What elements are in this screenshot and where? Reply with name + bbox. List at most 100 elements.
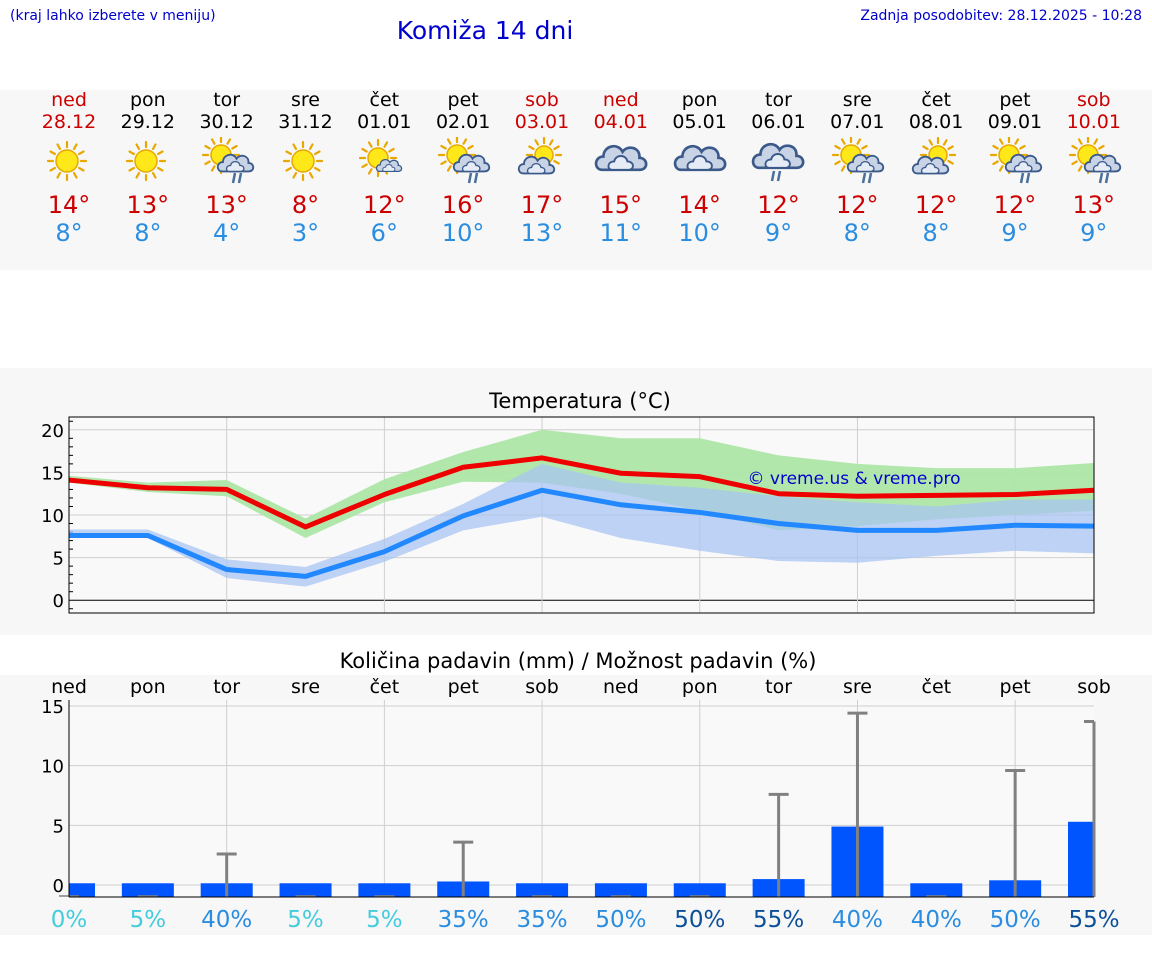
min-temperature: 10° <box>441 219 485 247</box>
day-name: tor <box>213 89 241 111</box>
max-temperature: 14° <box>47 191 91 219</box>
max-temperature: 13° <box>126 191 170 219</box>
max-temperature: 12° <box>914 191 958 219</box>
precipitation-probability: 50% <box>674 907 725 933</box>
sun-cloud-rain-icon <box>817 135 897 187</box>
max-temperature: 12° <box>836 191 879 219</box>
cloud-icon <box>660 137 740 187</box>
temperature-y-tick: 15 <box>41 463 64 484</box>
day-column: tor 06.01 12° 9° <box>738 89 818 247</box>
day-date: 06.01 <box>751 111 806 133</box>
precipitation-bar <box>279 883 332 897</box>
precipitation-probability: 35% <box>438 907 489 933</box>
precipitation-probability: 50% <box>595 907 646 933</box>
day-date: 28.12 <box>41 111 97 133</box>
day-column: čet 08.01 12° 8° <box>896 89 976 247</box>
day-column: pon 29.12 13° 8° <box>108 89 188 247</box>
day-name: sre <box>842 89 872 111</box>
day-name: pon <box>681 89 718 111</box>
day-date: 07.01 <box>830 111 885 133</box>
day-date: 29.12 <box>120 111 176 133</box>
day-column: tor 30.12 13° 4° <box>187 89 267 247</box>
precipitation-bar <box>121 883 174 897</box>
precipitation-bar <box>516 883 569 897</box>
precipitation-day-label: tor <box>765 676 792 698</box>
precipitation-probability: 5% <box>366 907 403 933</box>
precipitation-day-label: čet <box>922 676 952 698</box>
day-column: sre 31.12 8° 3° <box>265 89 345 247</box>
precipitation-probability: 55% <box>753 907 804 933</box>
min-temperature: 6° <box>370 219 398 247</box>
max-temperature: 12° <box>363 191 406 219</box>
day-date: 04.01 <box>593 111 648 133</box>
max-temperature: 15° <box>599 191 643 219</box>
last-update-timestamp: Zadnja posodobitev: 28.12.2025 - 10:28 <box>860 8 1142 24</box>
min-temperature-line <box>69 487 1095 579</box>
min-temperature: 9° <box>764 219 793 247</box>
sun-cloud-rain-icon <box>187 135 267 187</box>
precipitation-bar <box>673 883 726 897</box>
day-column: pet 09.01 12° 9° <box>975 89 1055 247</box>
precipitation-bar <box>1068 821 1094 897</box>
max-temperature: 13° <box>205 191 248 219</box>
temperature-y-tick: 5 <box>53 549 64 570</box>
day-column: čet 01.01 12° 6° <box>344 89 424 247</box>
forecast-panel <box>0 90 1152 270</box>
precipitation-day-label: ned <box>51 676 87 698</box>
min-temperature: 4° <box>213 219 241 247</box>
precipitation-bar <box>594 883 647 897</box>
min-temperature: 8° <box>922 219 950 247</box>
min-temperature: 10° <box>678 219 721 247</box>
max-temperature-line <box>68 455 1095 530</box>
day-column: pon 05.01 14° 10° <box>660 89 740 247</box>
min-temperature-band <box>69 463 1094 587</box>
sun-small-cloud-icon <box>344 137 424 187</box>
min-temperature: 11° <box>599 219 643 247</box>
min-temperature: 8° <box>843 219 871 247</box>
temperature-y-tick: 10 <box>41 506 64 527</box>
page-title: Komiža 14 dni <box>396 16 574 45</box>
precipitation-bar <box>69 883 95 897</box>
day-name: pet <box>447 89 479 111</box>
day-name: čet <box>921 89 951 111</box>
precipitation-y-tick: 5 <box>53 816 64 837</box>
day-name: tor <box>765 89 792 111</box>
day-name: sre <box>290 89 320 111</box>
precipitation-day-label: pon <box>130 676 166 698</box>
day-date: 31.12 <box>278 111 333 133</box>
min-temperature: 9° <box>1001 219 1029 247</box>
precipitation-chart-title: Količina padavin (mm) / Možnost padavin … <box>340 649 817 673</box>
precipitation-bar <box>358 883 411 897</box>
day-date: 10.01 <box>1066 111 1121 133</box>
max-temperature: 8° <box>291 191 320 219</box>
sun-icon <box>265 137 345 187</box>
temperature-plot-border <box>68 416 1095 614</box>
precipitation-day-label: sob <box>525 676 559 698</box>
precipitation-day-label: sre <box>291 676 320 698</box>
day-column: ned 28.12 14° 8° <box>29 89 109 247</box>
precipitation-day-label: pet <box>448 676 479 698</box>
day-date: 05.01 <box>672 111 727 133</box>
sun-cloud-icon <box>502 136 582 187</box>
day-name: sob <box>525 89 559 111</box>
sun-cloud-rain-icon <box>1054 135 1134 187</box>
sun-cloud-rain-icon <box>975 135 1055 187</box>
temperature-y-tick: 0 <box>53 591 64 612</box>
day-name: sob <box>1076 89 1111 111</box>
sun-icon <box>29 137 109 187</box>
day-column: pet 02.01 16° 10° <box>423 89 503 247</box>
precipitation-y-tick: 0 <box>53 876 64 897</box>
min-temperature: 3° <box>291 219 320 247</box>
precipitation-day-label: pet <box>1000 676 1031 698</box>
max-temperature: 12° <box>757 191 800 219</box>
precipitation-day-label: sob <box>1077 676 1111 698</box>
max-temperature: 13° <box>1072 191 1116 219</box>
day-date: 03.01 <box>514 111 570 133</box>
day-column: ned 04.01 15° 11° <box>581 89 661 247</box>
precipitation-probability: 5% <box>130 907 167 933</box>
location-menu-hint[interactable]: (kraj lahko izberete v meniju) <box>10 8 216 24</box>
max-temperature: 12° <box>993 191 1037 219</box>
precipitation-y-tick: 10 <box>41 757 64 778</box>
watermark-text: © vreme.us & vreme.pro <box>747 469 960 489</box>
